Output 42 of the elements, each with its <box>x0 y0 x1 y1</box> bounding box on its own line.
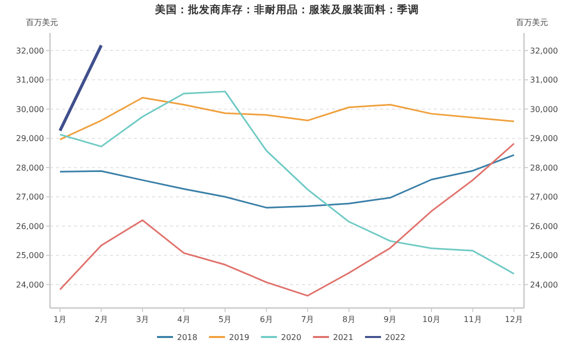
x-tick-label: 7月 <box>301 315 314 324</box>
y2-tick-label: 32,000 <box>530 46 558 56</box>
x-tick-label: 12月 <box>504 315 524 324</box>
y2-tick-label: 30,000 <box>530 104 558 114</box>
y-tick-label: 25,000 <box>16 251 44 260</box>
line-series <box>59 96 515 140</box>
legend-label: 2019 <box>229 333 250 342</box>
y-tick-label: 27,000 <box>16 192 44 202</box>
y-axis-title: 百万美元 <box>26 18 58 27</box>
y2-tick-label: 28,000 <box>530 163 558 172</box>
line-series <box>59 154 515 208</box>
x-tick-label: 2月 <box>94 315 108 324</box>
y-tick-label: 26,000 <box>16 222 44 231</box>
y2-tick-label: 29,000 <box>530 134 558 144</box>
x-tick-label: 1月 <box>53 315 67 324</box>
legend-label: 2018 <box>177 333 198 342</box>
y-tick-label: 32,000 <box>16 46 44 56</box>
y2-tick-label: 27,000 <box>530 192 558 202</box>
legend-label: 2021 <box>333 333 354 342</box>
line-series <box>59 90 515 275</box>
y-tick-label: 24,000 <box>16 280 44 290</box>
x-tick-label: 5月 <box>218 315 232 324</box>
legend-label: 2022 <box>385 333 406 342</box>
y2-tick-label: 24,000 <box>530 280 558 290</box>
y2-tick-label: 25,000 <box>530 251 558 260</box>
legend-label: 2020 <box>281 333 302 342</box>
y-tick-label: 29,000 <box>16 134 44 144</box>
x-tick-label: 9月 <box>384 315 397 324</box>
line-series <box>59 142 515 297</box>
x-tick-label: 3月 <box>136 315 150 324</box>
y-tick-label: 30,000 <box>16 104 44 114</box>
x-tick-label: 4月 <box>177 315 190 324</box>
chart-title: 美国：批发商库存：非耐用品：服装及服装面料：季调 <box>154 3 419 16</box>
y-tick-label: 28,000 <box>16 163 44 172</box>
x-tick-label: 6月 <box>260 315 273 324</box>
x-tick-label: 10月 <box>422 315 441 324</box>
y2-axis-title: 百万美元 <box>516 18 548 27</box>
x-tick-label: 8月 <box>342 315 356 324</box>
y2-tick-label: 26,000 <box>530 222 558 231</box>
y2-tick-label: 31,000 <box>530 76 558 85</box>
x-tick-label: 11月 <box>464 315 482 324</box>
y-tick-label: 31,000 <box>16 76 44 85</box>
